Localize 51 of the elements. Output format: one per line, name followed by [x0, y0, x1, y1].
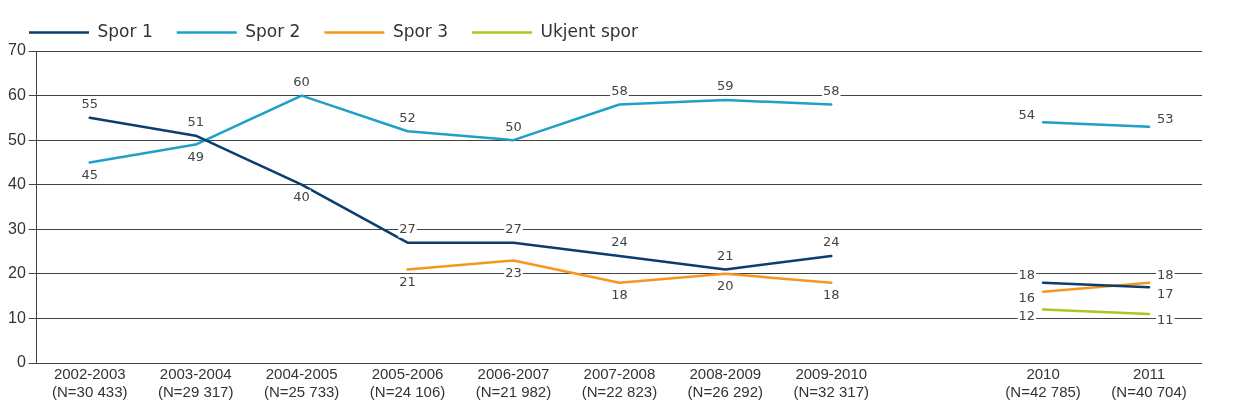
data-label: 18 — [1018, 267, 1036, 283]
data-label: 53 — [1157, 111, 1174, 127]
data-label: 17 — [1157, 285, 1174, 301]
x-tick-label: 2005-2006 (N=24 106) — [369, 365, 446, 401]
data-label: 54 — [1018, 106, 1036, 122]
data-label: 51 — [187, 114, 204, 130]
legend-label: Spor 3 — [392, 20, 449, 41]
data-label: 18 — [822, 287, 840, 303]
data-label: 12 — [1018, 307, 1036, 323]
x-tick-label: 2009-2010 (N=32 317) — [793, 365, 869, 401]
x-tick-label: 2008-2009 (N=26 292) — [687, 365, 764, 401]
data-label: 58 — [611, 82, 628, 98]
data-label: 60 — [293, 73, 310, 89]
data-label: 11 — [1157, 312, 1174, 328]
legend-label: Ukjent spor — [540, 20, 638, 41]
x-tick-label: 2006-2007 (N=21 982) — [475, 365, 552, 401]
data-label: 40 — [293, 189, 310, 205]
x-tick-label: 2007-2008 (N=22 823) — [581, 365, 658, 401]
data-label: 27 — [399, 221, 416, 237]
y-tick-label: 50 — [8, 130, 26, 148]
data-label: 18 — [611, 287, 628, 303]
y-tick-label: 10 — [8, 308, 26, 326]
data-label: 55 — [81, 96, 99, 112]
data-label: 50 — [505, 118, 522, 134]
data-label: 20 — [717, 278, 734, 294]
y-tick-label: 40 — [8, 175, 26, 193]
data-label: 16 — [1018, 290, 1036, 306]
x-tick-label: 2011 (N=40 704) — [1111, 365, 1187, 401]
y-tick-label: 60 — [8, 85, 26, 103]
y-tick-label: 30 — [8, 219, 26, 237]
y-tick-label: 70 — [8, 41, 26, 59]
legend-label: Spor 1 — [97, 20, 153, 41]
data-label: 23 — [505, 264, 522, 280]
y-tick-label: 0 — [16, 353, 26, 371]
x-tick-label: 2002-2003 (N=30 433) — [52, 365, 128, 401]
y-tick-label: 20 — [8, 264, 26, 282]
x-tick-label: 2010 (N=42 785) — [1005, 365, 1081, 401]
data-label: 59 — [717, 78, 734, 94]
data-label: 24 — [611, 234, 628, 250]
data-label: 21 — [717, 247, 734, 263]
x-tick-label: 2003-2004 (N=29 317) — [157, 365, 234, 401]
data-label: 52 — [399, 109, 416, 125]
data-label: 24 — [822, 234, 840, 250]
x-tick-label: 2004-2005 (N=25 733) — [263, 365, 340, 401]
legend-label: Spor 2 — [245, 20, 301, 41]
data-label: 21 — [399, 273, 416, 289]
data-label: 45 — [81, 166, 99, 182]
data-label: 58 — [822, 82, 840, 98]
data-label: 27 — [505, 221, 522, 237]
data-label: 49 — [187, 148, 204, 164]
data-label: 18 — [1157, 267, 1174, 283]
